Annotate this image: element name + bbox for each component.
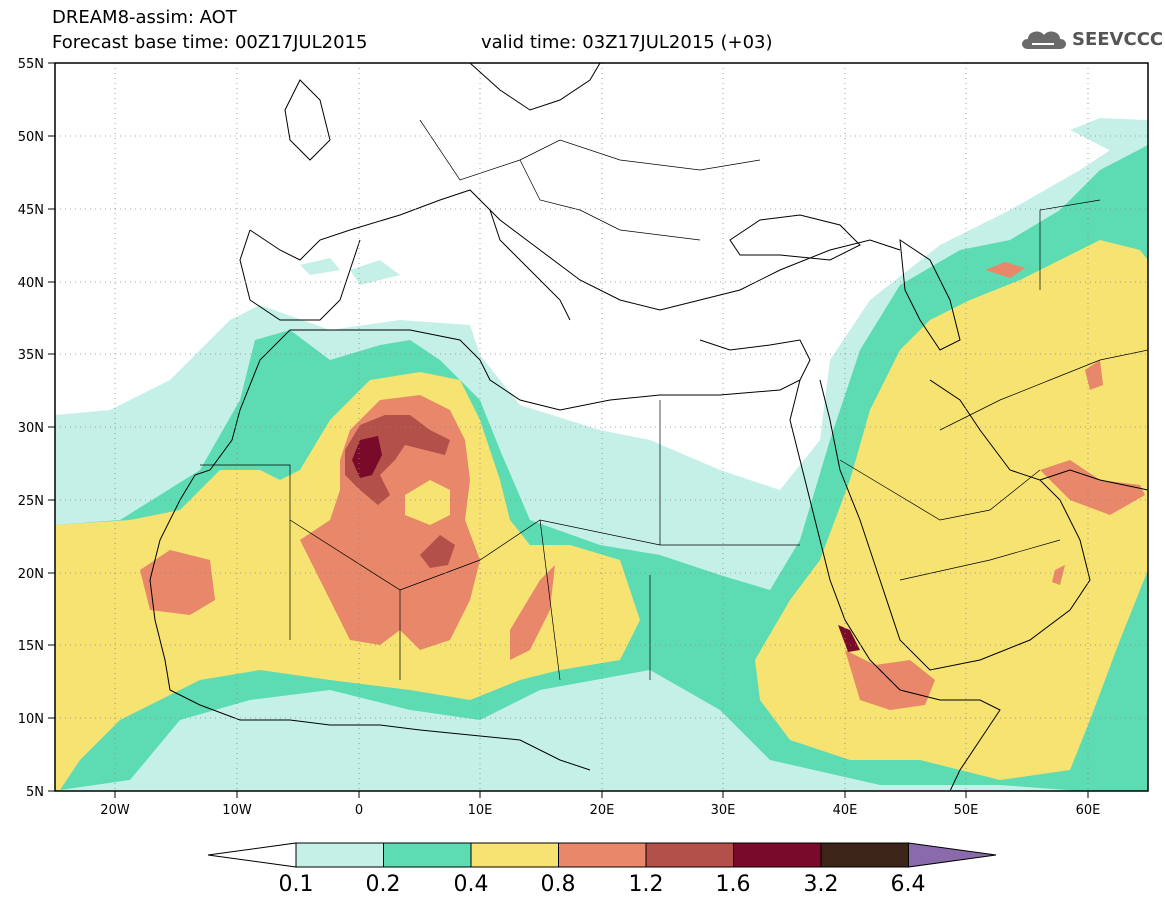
lon-label: 20E — [590, 803, 615, 818]
border-11 — [419, 119, 761, 181]
lon-label: 10W — [222, 803, 252, 818]
border-7 — [839, 459, 1041, 521]
lon-label: 10E — [468, 803, 493, 818]
lat-label: 15N — [18, 639, 44, 654]
logo-label: SEEVCCC — [1072, 29, 1164, 50]
forecast-base-time: Forecast base time: 00Z17JUL2015 — [52, 32, 368, 53]
aot-band-0-4-hole — [405, 480, 450, 525]
colorbar-label: 1.2 — [628, 872, 664, 897]
coast-europe — [249, 189, 901, 311]
coast-guinea — [419, 729, 591, 771]
lon-label: 0 — [355, 803, 363, 818]
aot-band-0-8-iran — [1085, 360, 1103, 390]
colorbar — [207, 842, 997, 868]
border-1 — [200, 464, 291, 640]
aot-band-1-6 — [352, 436, 382, 478]
coast-british-isles — [284, 79, 331, 161]
lat-label: 50N — [18, 130, 44, 145]
coastlines — [149, 63, 1148, 791]
colorbar-label: 6.4 — [890, 872, 926, 897]
aot-band-1-6-b — [838, 625, 860, 652]
coast-iberia — [239, 229, 361, 321]
coast-arabia — [819, 379, 1091, 671]
lon-label: 20W — [100, 803, 130, 818]
colorbar-swatch — [383, 842, 472, 868]
lat-label: 40N — [18, 276, 44, 291]
borders — [200, 119, 1148, 681]
lat-label: 35N — [18, 348, 44, 363]
colorbar-label: 0.1 — [278, 872, 314, 897]
colorbar-swatch — [558, 842, 647, 868]
coast-north-africa — [239, 329, 801, 411]
coast-italy — [489, 209, 571, 321]
lon-label: 50E — [954, 803, 979, 818]
colorbar-label: 0.8 — [540, 872, 576, 897]
valid-time: valid time: 03Z17JUL2015 (+03) — [481, 32, 773, 53]
grid — [55, 63, 1148, 791]
lon-label: 60E — [1076, 803, 1101, 818]
colorbar-swatch — [295, 842, 384, 868]
border-12 — [519, 159, 701, 241]
aot-band-0-8-caspian — [985, 262, 1025, 278]
colorbar-label: 0.2 — [365, 872, 401, 897]
colorbar-swatch — [820, 842, 909, 868]
cloud-icon — [1022, 31, 1066, 49]
ticks — [48, 62, 1089, 798]
aot-band-0-1c — [300, 258, 340, 275]
lat-label: 30N — [18, 421, 44, 436]
lat-label: 45N — [18, 203, 44, 218]
lat-label: 5N — [26, 785, 44, 800]
aot-band-0-8-chad — [510, 565, 555, 660]
lat-labels: 55N 50N 45N 40N 35N 30N 25N 20N 15N 10N … — [18, 57, 44, 800]
lat-label: 55N — [18, 57, 44, 72]
aot-band-0-8-oman — [1052, 565, 1065, 585]
colorbar-label: 1.6 — [715, 872, 751, 897]
coast-horn — [899, 689, 1001, 791]
border-10 — [1039, 199, 1101, 290]
coast-persian-gulf — [1039, 469, 1148, 491]
coast-caspian — [899, 238, 961, 351]
seevccc-logo: SEEVCCC — [1018, 25, 1163, 55]
colorbar-under-triangle — [207, 842, 297, 868]
coast-scandinavia — [469, 63, 601, 111]
lon-label: 30E — [711, 803, 736, 818]
colorbar-over-triangle — [908, 842, 997, 868]
border-9 — [939, 349, 1148, 431]
coast-eastern-med — [699, 339, 811, 381]
colorbar-label: 3.2 — [803, 872, 839, 897]
colorbar-swatch — [470, 842, 559, 868]
colorbar-swatch — [645, 842, 734, 868]
lat-label: 25N — [18, 494, 44, 509]
coast-red-sea-west — [789, 379, 901, 691]
lat-label: 10N — [18, 712, 44, 727]
aot-band-0-8-gulf — [1040, 460, 1145, 515]
border-5 — [539, 519, 561, 681]
colorbar-label: 0.4 — [453, 872, 489, 897]
coast-west-africa — [149, 409, 421, 731]
aot-band-0-8-sahel — [140, 550, 215, 615]
colorbar-swatch — [733, 842, 822, 868]
aot-band-1-2-b — [420, 535, 455, 568]
lon-labels: 20W 10W 0 10E 20E 30E 40E 50E 60E — [100, 803, 1100, 818]
coast-black-sea — [729, 214, 861, 261]
aot-field — [55, 63, 1148, 791]
lon-label: 40E — [833, 803, 858, 818]
lat-label: 20N — [18, 567, 44, 582]
map-title: DREAM8-assim: AOT — [52, 7, 237, 28]
